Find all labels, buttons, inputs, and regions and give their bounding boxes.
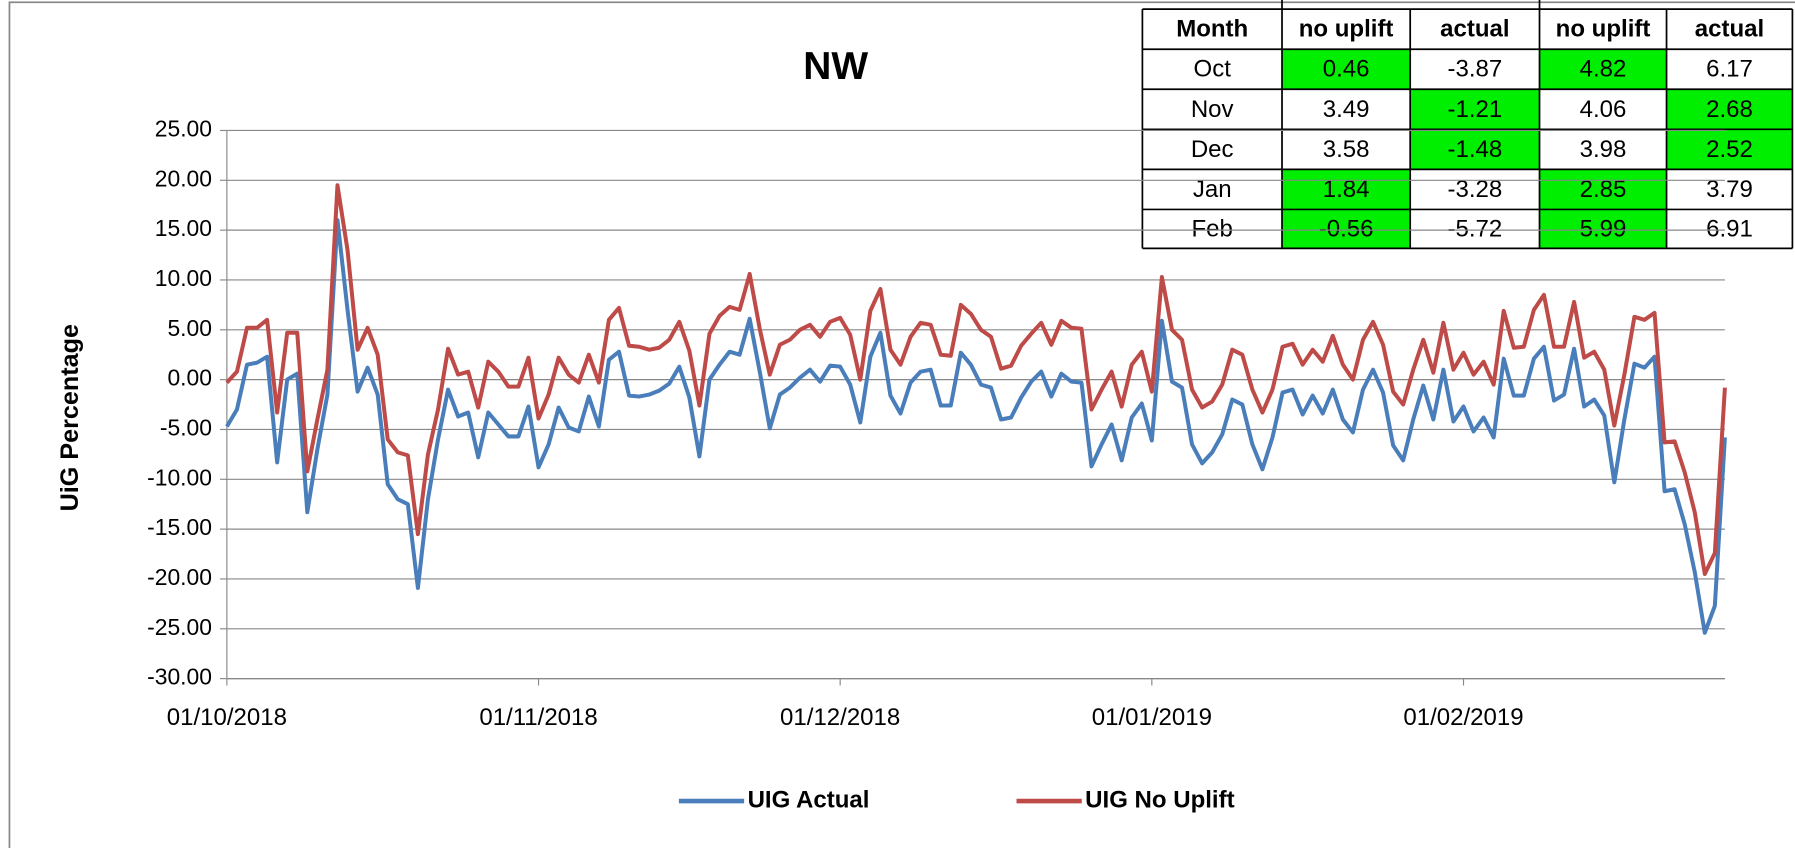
table-cell: 3.98 bbox=[1580, 136, 1627, 163]
legend-label: UIG Actual bbox=[748, 786, 870, 813]
table-cell: 5.99 bbox=[1580, 215, 1627, 242]
y-tick-label: 20.00 bbox=[155, 165, 212, 191]
x-tick-label: 01/10/2018 bbox=[167, 704, 287, 731]
y-tick-label: 10.00 bbox=[155, 265, 212, 291]
y-tick-label: -5.00 bbox=[160, 415, 212, 441]
table-cell: -1.48 bbox=[1447, 136, 1502, 163]
table-cell: 3.58 bbox=[1323, 136, 1370, 163]
table-cell: 4.82 bbox=[1580, 56, 1627, 83]
summary-table: Month no uplift actual no uplift actual Oct 0.… bbox=[1141, 0, 1794, 250]
y-tick-label: 15.00 bbox=[155, 215, 212, 241]
highlight-cell bbox=[1282, 209, 1411, 249]
y-tick-label: -30.00 bbox=[147, 664, 212, 690]
table-cell: -3.87 bbox=[1447, 56, 1502, 83]
y-axis-label: UiG Percentage bbox=[56, 324, 84, 511]
table-cell: Dec bbox=[1191, 136, 1234, 163]
table-cell: -0.56 bbox=[1319, 215, 1374, 242]
table-cell: Oct bbox=[1194, 56, 1232, 83]
y-tick-label: 25.00 bbox=[155, 116, 212, 142]
data-line bbox=[225, 183, 1727, 576]
table-cell: 6.91 bbox=[1706, 215, 1753, 242]
table-header: no uplift bbox=[1299, 16, 1394, 43]
table-cell: 3.49 bbox=[1323, 96, 1370, 123]
x-tick-label: 01/12/2018 bbox=[780, 704, 900, 731]
table-header: actual bbox=[1695, 16, 1764, 43]
y-tick-label: 0.00 bbox=[167, 365, 212, 391]
x-tick-label: 01/02/2019 bbox=[1403, 704, 1523, 731]
y-tick-label: -10.00 bbox=[147, 464, 212, 490]
table-cell: -1.21 bbox=[1447, 96, 1502, 123]
table-cell: 6.17 bbox=[1706, 56, 1753, 83]
table-cell: 0.46 bbox=[1323, 56, 1370, 83]
legend-label: UIG No Uplift bbox=[1085, 786, 1234, 813]
table-cell: Nov bbox=[1191, 96, 1234, 123]
y-tick-label: -20.00 bbox=[147, 564, 212, 590]
highlight-cell bbox=[1282, 169, 1411, 210]
x-tick-label: 01/11/2018 bbox=[479, 704, 597, 731]
highlight-cell bbox=[1666, 89, 1793, 130]
highlight-cell bbox=[1666, 129, 1793, 170]
table-header: Month bbox=[1176, 16, 1248, 43]
highlight-cell bbox=[1282, 49, 1411, 90]
y-tick-label: -15.00 bbox=[147, 514, 212, 540]
table-cell: -5.72 bbox=[1447, 215, 1502, 242]
highlight-cell bbox=[1410, 129, 1540, 170]
table-cell: Feb bbox=[1192, 215, 1233, 242]
table-cell: 2.68 bbox=[1706, 96, 1753, 123]
chart-title: NW bbox=[803, 45, 868, 88]
y-tick-label: -25.00 bbox=[147, 614, 212, 640]
table-header: no uplift bbox=[1556, 16, 1651, 43]
highlight-cell bbox=[1539, 209, 1667, 249]
table-cell: 4.06 bbox=[1580, 96, 1627, 123]
x-tick-label: 01/01/2019 bbox=[1092, 704, 1212, 731]
highlight-cell bbox=[1410, 89, 1540, 130]
highlight-cell bbox=[1539, 49, 1667, 90]
highlight-cell bbox=[1539, 169, 1667, 210]
table-cell: 2.52 bbox=[1706, 136, 1753, 163]
table-header: actual bbox=[1440, 16, 1509, 43]
y-tick-label: 5.00 bbox=[167, 315, 212, 341]
data-line bbox=[225, 218, 1727, 635]
